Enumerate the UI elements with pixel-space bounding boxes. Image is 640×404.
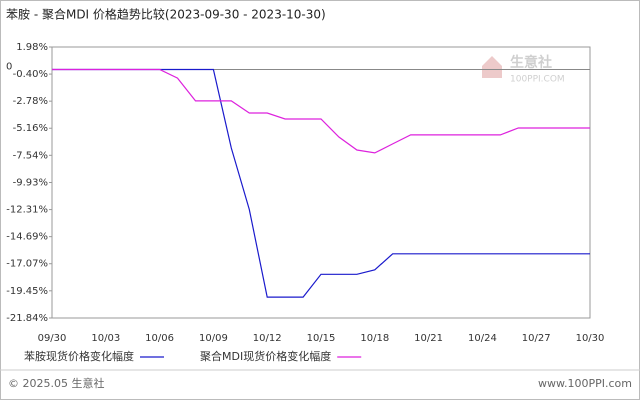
y-tick-label: -9.93% [13,178,48,189]
y-tick-label: -17.07% [6,259,48,270]
x-tick-label: 09/30 [38,333,67,344]
y-tick-label: -2.78% [13,96,48,107]
x-tick-label: 10/12 [253,333,282,344]
footer-copyright: © 2025.05 生意社 [8,376,104,390]
x-tick-label: 10/21 [414,333,443,344]
legend-label: 苯胺现货价格变化幅度 [24,349,134,363]
watermark-icon [482,56,502,78]
x-tick-label: 10/24 [468,333,497,344]
y-tick-label: -5.16% [13,123,48,134]
y-tick-label: -12.31% [6,205,48,216]
footer-site: www.100PPI.com [538,377,632,390]
x-tick-label: 10/03 [91,333,120,344]
watermark: 生意社 100PPI.COM [482,54,565,85]
y-tick-label: -7.54% [13,150,48,161]
x-tick-label: 10/15 [307,333,336,344]
y-tick-label: -19.45% [6,286,48,297]
chart-title: 苯胺 - 聚合MDI 价格趋势比较(2023-09-30 - 2023-10-3… [6,7,326,22]
watermark-name: 生意社 [510,54,552,71]
x-tick-label: 10/18 [360,333,389,344]
zero-label: 0 [6,62,12,73]
legend-label: 聚合MDI现货价格变化幅度 [200,349,331,363]
y-tick-label: -21.84% [6,313,48,324]
y-tick-label: -0.40% [13,69,48,80]
x-tick-label: 10/06 [145,333,174,344]
x-tick-label: 10/30 [576,333,605,344]
y-tick-label: 1.98% [16,42,48,53]
y-tick-label: -14.69% [6,232,48,243]
watermark-site: 100PPI.COM [510,75,565,85]
series-line [52,68,590,154]
x-tick-label: 10/27 [522,333,551,344]
x-tick-label: 10/09 [199,333,228,344]
